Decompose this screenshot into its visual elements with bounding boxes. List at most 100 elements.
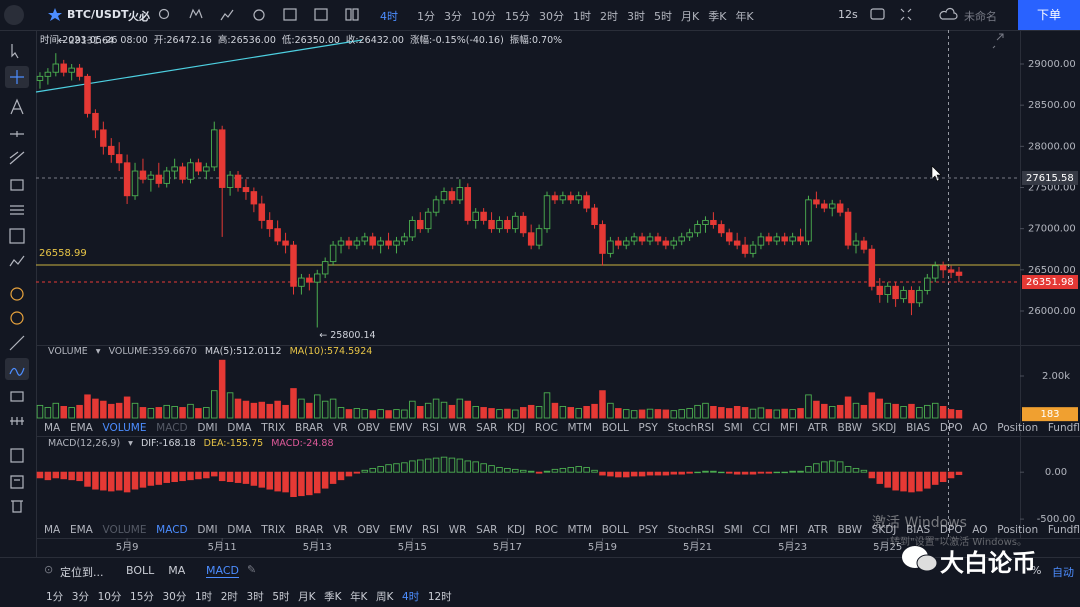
interval[interactable]: 15分: [130, 591, 154, 603]
tool-icon-active[interactable]: [5, 358, 29, 380]
interval[interactable]: 10分: [471, 10, 496, 23]
tool-icon[interactable]: [9, 367, 25, 376]
indicator-tab[interactable]: StochRSI: [667, 422, 715, 434]
chart-type-icon[interactable]: [220, 9, 234, 21]
indicator-tab[interactable]: MTM: [567, 422, 593, 434]
indicator-tab[interactable]: SAR: [476, 524, 498, 536]
camera-icon[interactable]: [870, 8, 885, 20]
tool-icon[interactable]: [10, 448, 24, 463]
indicator-tab[interactable]: MFI: [779, 524, 799, 536]
indicator-tab[interactable]: EMA: [69, 524, 93, 536]
interval[interactable]: 季K: [708, 10, 727, 23]
indicator-tab[interactable]: EMV: [389, 524, 413, 536]
tool-icon[interactable]: [10, 179, 24, 191]
tool-icon[interactable]: [11, 44, 19, 59]
indicator-tab[interactable]: ATR: [807, 524, 828, 536]
tool-icon[interactable]: [10, 417, 24, 425]
active-indicator[interactable]: MACD: [206, 564, 239, 578]
indicator-tab[interactable]: MFI: [779, 422, 799, 434]
indicator-tab[interactable]: MACD: [156, 422, 188, 434]
indicator-tab[interactable]: MTM: [567, 524, 593, 536]
interval[interactable]: 3时: [246, 591, 264, 603]
favorite-icon[interactable]: [48, 8, 62, 21]
expand-icon[interactable]: [900, 8, 912, 21]
locate-icon[interactable]: ⊙: [44, 563, 54, 576]
indicator-tab[interactable]: BBW: [837, 422, 862, 434]
exchange[interactable]: 火必: [128, 10, 150, 23]
indicator-tab[interactable]: Fundflow: [1047, 422, 1080, 434]
indicator-tab[interactable]: SAR: [476, 422, 498, 434]
tool-icon[interactable]: [10, 287, 24, 301]
indicator-tab[interactable]: AO: [972, 524, 988, 536]
indicator-tab[interactable]: SMI: [723, 524, 743, 536]
indicator-tab[interactable]: ATR: [807, 422, 828, 434]
interval[interactable]: 30分: [162, 591, 187, 603]
template-icon[interactable]: [283, 8, 297, 21]
tool-icon[interactable]: [10, 475, 24, 489]
percent-toggle[interactable]: %: [1031, 564, 1042, 577]
indicator-tab[interactable]: AO: [972, 422, 988, 434]
indicator-tab[interactable]: DMA: [227, 524, 252, 536]
indicator-tab[interactable]: DMI: [197, 422, 218, 434]
interval[interactable]: 2时: [220, 591, 238, 603]
indicator-tab[interactable]: CCI: [752, 422, 771, 434]
edit-icon[interactable]: ✎: [247, 563, 257, 576]
indicator-tab[interactable]: EMA: [69, 422, 93, 434]
indicator-tab[interactable]: OBV: [357, 422, 380, 434]
interval[interactable]: 4时: [402, 591, 420, 603]
split-icon[interactable]: [352, 8, 359, 21]
interval[interactable]: 15分: [505, 10, 530, 23]
indicator-tab[interactable]: BOLL: [601, 422, 629, 434]
indicator-tab[interactable]: Fundflow: [1047, 524, 1080, 536]
fullscreen-icon[interactable]: [992, 33, 1004, 49]
interval[interactable]: 5时: [654, 10, 672, 23]
indicator-tab[interactable]: PSY: [638, 422, 658, 434]
indicator-tab[interactable]: DPO: [939, 422, 963, 434]
indicator-tab[interactable]: SMI: [723, 422, 743, 434]
indicator-tab[interactable]: Position: [997, 524, 1039, 536]
tool-icon[interactable]: [10, 391, 24, 402]
tool-icon[interactable]: [10, 205, 24, 215]
interval[interactable]: 5时: [272, 591, 290, 603]
indicator-tab[interactable]: OBV: [357, 524, 380, 536]
indicator-tab[interactable]: BIAS: [906, 524, 931, 536]
indicator-tab[interactable]: SKDJ: [871, 524, 897, 536]
indicator-tab[interactable]: VOLUME: [102, 422, 147, 434]
tool-icon[interactable]: [10, 131, 24, 137]
drawing-toolbar[interactable]: [5, 44, 29, 513]
search-icon[interactable]: [158, 8, 170, 20]
indicator-tab[interactable]: CCI: [752, 524, 771, 536]
interval[interactable]: 月K: [298, 591, 316, 603]
indicator-tab[interactable]: KDJ: [507, 524, 526, 536]
indicator-tab[interactable]: MA: [44, 524, 61, 536]
logo[interactable]: [4, 5, 24, 25]
tool-icon[interactable]: [9, 255, 25, 267]
indicator-tab[interactable]: ROC: [534, 524, 558, 536]
overlay[interactable]: BOLL: [126, 564, 155, 577]
interval[interactable]: 年K: [735, 10, 754, 23]
interval[interactable]: 30分: [539, 10, 564, 23]
locate-button[interactable]: 定位到...: [60, 566, 104, 579]
tool-icon[interactable]: [10, 98, 24, 115]
indicator-tab[interactable]: ROC: [534, 422, 558, 434]
indicator-tab[interactable]: StochRSI: [667, 524, 715, 536]
interval[interactable]: 10分: [97, 591, 122, 603]
interval[interactable]: 月K: [681, 10, 700, 23]
interval[interactable]: 1时: [194, 591, 213, 603]
indicator-tab[interactable]: EMV: [389, 422, 413, 434]
current-interval[interactable]: 4时: [380, 10, 398, 23]
cloud-icon[interactable]: [939, 7, 958, 20]
interval[interactable]: 12时: [427, 591, 452, 603]
refresh-rate[interactable]: 12s: [838, 8, 858, 21]
indicator-tab[interactable]: BIAS: [906, 422, 931, 434]
symbol[interactable]: BTC/USDT: [67, 8, 129, 21]
tool-icon[interactable]: [10, 311, 24, 325]
split-icon[interactable]: [345, 8, 352, 21]
layout-icon[interactable]: [314, 8, 328, 21]
interval[interactable]: 2时: [600, 10, 618, 23]
tool-icon[interactable]: [9, 228, 25, 244]
indicator-tab[interactable]: WR: [448, 422, 467, 434]
tool-icon[interactable]: [11, 500, 23, 513]
auto-toggle[interactable]: 自动: [1052, 566, 1074, 579]
indicator-tab[interactable]: DMA: [227, 422, 252, 434]
